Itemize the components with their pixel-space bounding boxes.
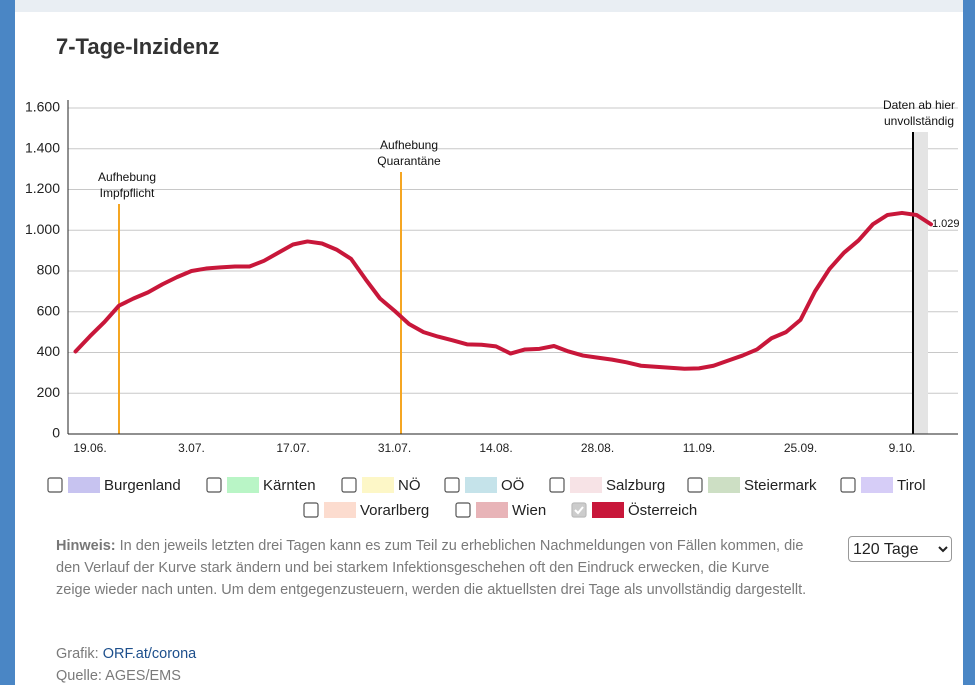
checkbox	[571, 502, 587, 518]
range-select[interactable]: 120 Tage	[848, 536, 952, 562]
chart-title: 7-Tage-Inzidenz	[56, 34, 219, 59]
y-tick-label: 1.200	[25, 180, 60, 196]
credit-source: Quelle: AGES/EMS	[56, 668, 181, 684]
legend-item[interactable]: Tirol	[840, 477, 926, 494]
value-label: 1.029	[932, 218, 960, 230]
hint-label: Hinweis:	[56, 538, 116, 554]
legend-item[interactable]: OÖ	[444, 476, 524, 494]
legend-swatch	[465, 477, 497, 493]
legend-label: Steiermark	[744, 477, 817, 494]
annotation-text: Quarantäne	[377, 154, 441, 168]
legend-swatch	[68, 477, 100, 493]
legend-item[interactable]: Salzburg	[549, 477, 665, 494]
legend-label: Salzburg	[606, 477, 665, 494]
checkbox	[687, 477, 703, 493]
x-tick-label: 31.07.	[378, 441, 411, 455]
annotation-text: unvollständig	[884, 114, 954, 128]
legend-item[interactable]: Österreich	[571, 501, 697, 519]
legend-item[interactable]: Wien	[455, 502, 546, 519]
hint: 120 Tage Hinweis: In den jeweils letzten…	[56, 535, 952, 601]
annotation-text: Impfpflicht	[100, 186, 155, 200]
checkbox	[206, 477, 222, 493]
legend-item[interactable]: Burgenland	[47, 477, 181, 494]
credit-graphic: Grafik: ORF.at/corona	[56, 643, 196, 665]
legend-swatch	[570, 477, 602, 493]
checkmark	[574, 506, 584, 515]
x-tick-label: 3.07.	[178, 441, 205, 455]
y-tick-label: 600	[37, 302, 61, 318]
legend-label: NÖ	[398, 476, 421, 494]
legend-swatch	[476, 502, 508, 518]
series-line	[73, 210, 933, 371]
x-tick-label: 25.09.	[784, 441, 817, 455]
checkbox	[47, 477, 63, 493]
y-tick-label: 200	[37, 384, 61, 400]
checkbox	[341, 477, 357, 493]
hint-text: In den jeweils letzten drei Tagen kann e…	[56, 538, 807, 598]
legend-swatch	[324, 502, 356, 518]
y-tick-label: 0	[52, 425, 60, 441]
x-tick-label: 11.09.	[683, 441, 715, 455]
credits: Grafik: ORF.at/corona Quelle: AGES/EMS	[56, 643, 196, 687]
credit-graphic-label: Grafik:	[56, 646, 99, 662]
annotation-text: Aufhebung	[98, 170, 156, 184]
x-tick-label: 17.07.	[276, 441, 309, 455]
y-tick-label: 1.600	[25, 99, 60, 115]
legend-label: Österreich	[628, 501, 697, 519]
legend-swatch	[227, 477, 259, 493]
legend-label: Tirol	[897, 477, 926, 494]
y-tick-label: 800	[37, 262, 61, 278]
checkbox	[455, 502, 471, 518]
legend-item[interactable]: Steiermark	[687, 477, 817, 494]
legend-label: Burgenland	[104, 477, 181, 494]
annotation-text: Aufhebung	[380, 138, 438, 152]
x-tick-label: 14.08.	[479, 441, 512, 455]
y-tick-label: 1.000	[25, 221, 60, 237]
legend-item[interactable]: Kärnten	[206, 477, 316, 494]
legend-label: Vorarlberg	[360, 502, 429, 519]
legend-item[interactable]: NÖ	[341, 476, 421, 494]
card	[15, 12, 963, 685]
legend-label: OÖ	[501, 476, 524, 494]
x-tick-label: 19.06.	[73, 441, 106, 455]
annotation-text: Daten ab hier	[883, 98, 955, 112]
legend-item[interactable]: Vorarlberg	[303, 502, 429, 519]
legend-swatch	[592, 502, 624, 518]
legend-label: Wien	[512, 502, 546, 519]
legend-swatch	[708, 477, 740, 493]
legend-label: Kärnten	[263, 477, 316, 494]
top-bar	[15, 0, 963, 12]
x-tick-label: 28.08.	[581, 441, 614, 455]
y-tick-label: 1.400	[25, 139, 60, 155]
legend-swatch	[861, 477, 893, 493]
checkbox	[840, 477, 856, 493]
y-tick-label: 400	[37, 343, 61, 359]
incomplete-band	[913, 132, 928, 434]
x-tick-label: 9.10.	[889, 441, 916, 455]
checkbox	[549, 477, 565, 493]
legend-swatch	[362, 477, 394, 493]
checkbox	[303, 502, 319, 518]
checkbox	[444, 477, 460, 493]
credit-link[interactable]: ORF.at/corona	[102, 646, 197, 662]
